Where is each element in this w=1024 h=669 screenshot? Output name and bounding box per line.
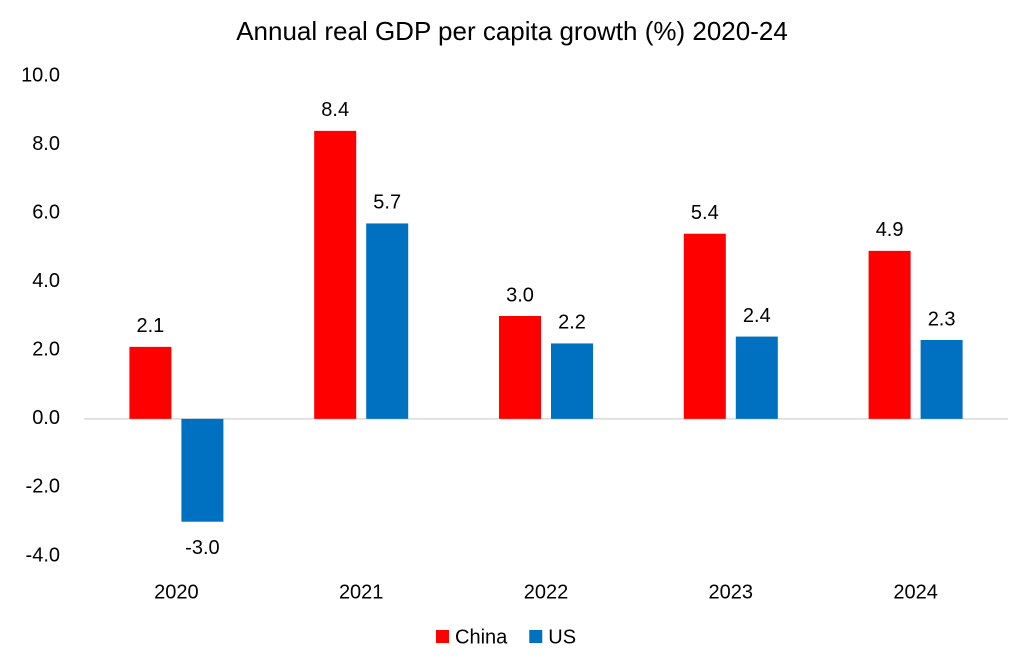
legend-label: US bbox=[548, 626, 576, 648]
data-label: 2.1 bbox=[136, 315, 164, 337]
x-tick-label: 2021 bbox=[339, 581, 384, 603]
data-label: 2.2 bbox=[558, 312, 586, 334]
bar bbox=[181, 418, 224, 522]
data-label: -3.0 bbox=[185, 537, 219, 559]
bar bbox=[129, 346, 172, 419]
data-label: 2.4 bbox=[743, 305, 771, 327]
bar bbox=[735, 336, 778, 419]
y-tick-label: 6.0 bbox=[32, 201, 60, 223]
legend-label: China bbox=[455, 626, 508, 648]
data-label: 8.4 bbox=[321, 99, 349, 121]
y-tick-label: 4.0 bbox=[32, 270, 60, 292]
bar bbox=[920, 340, 963, 419]
y-tick-label: 10.0 bbox=[21, 64, 60, 86]
data-label: 2.3 bbox=[928, 308, 956, 330]
y-tick-label: 0.0 bbox=[32, 407, 60, 429]
data-label: 5.7 bbox=[373, 192, 401, 214]
bar bbox=[551, 343, 593, 419]
data-label: 3.0 bbox=[506, 284, 534, 306]
bar bbox=[314, 130, 357, 419]
bar bbox=[683, 233, 726, 419]
y-tick-label: 2.0 bbox=[32, 339, 60, 361]
y-tick-label: -2.0 bbox=[26, 476, 60, 498]
x-tick-label: 2022 bbox=[524, 581, 569, 603]
x-tick-label: 2023 bbox=[709, 581, 754, 603]
bar bbox=[366, 223, 409, 419]
x-tick-label: 2024 bbox=[893, 581, 938, 603]
bar bbox=[868, 250, 911, 419]
x-tick-label: 2020 bbox=[154, 581, 199, 603]
legend-swatch bbox=[436, 630, 449, 643]
data-label: 4.9 bbox=[876, 219, 904, 241]
data-label: 5.4 bbox=[691, 202, 719, 224]
legend-swatch bbox=[529, 630, 543, 643]
y-tick-label: -4.0 bbox=[26, 544, 60, 566]
chart-title: Annual real GDP per capita growth (%) 20… bbox=[236, 16, 788, 46]
y-tick-label: 8.0 bbox=[32, 133, 60, 155]
bar bbox=[499, 316, 541, 419]
